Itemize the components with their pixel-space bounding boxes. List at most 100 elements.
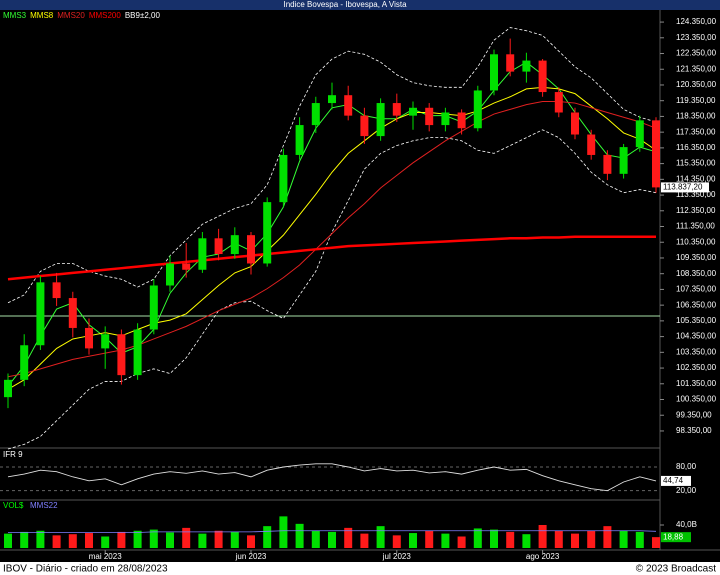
volume-bar	[52, 535, 61, 548]
candle-body	[441, 112, 450, 126]
y-tick-label: 100.350,00	[676, 395, 717, 404]
candle-body	[554, 92, 563, 113]
y-tick-label: 114.350,00	[676, 174, 716, 183]
volume-bar	[247, 535, 255, 548]
ifr-last-label: 44,74	[663, 476, 684, 485]
y-tick-label: 111.350,00	[676, 222, 715, 231]
candle-body	[85, 327, 93, 349]
volume-bar	[635, 531, 644, 548]
y-tick-label: 99.350,00	[676, 410, 712, 419]
volume-bar	[619, 530, 628, 548]
candle-body	[490, 54, 498, 91]
candle-body	[198, 238, 207, 270]
volume-bar	[425, 530, 434, 548]
candle-body	[328, 95, 336, 104]
candle-body	[409, 107, 417, 116]
candle-body	[344, 95, 353, 116]
volume-bar	[166, 532, 174, 548]
candle-body	[635, 120, 644, 148]
volume-last-box	[661, 532, 691, 543]
candle-body	[392, 103, 401, 116]
candle-body	[166, 263, 174, 286]
volume-bar	[230, 531, 239, 548]
candle-body	[652, 120, 660, 188]
volume-bar	[182, 527, 191, 548]
volume-bar	[20, 531, 29, 548]
y-tick-label: 105.350,00	[676, 316, 717, 325]
volume-bar	[214, 530, 223, 548]
y-tick-label: 116.350,00	[676, 143, 716, 152]
y-tick-label: 103.350,00	[676, 347, 717, 356]
legend-entry: MMS8	[30, 11, 54, 20]
volume-bar	[441, 533, 450, 548]
volume-bar	[457, 536, 466, 548]
candle-body	[587, 134, 596, 155]
candle-body	[133, 329, 142, 376]
candle-body	[36, 282, 45, 346]
candle-body	[4, 379, 12, 398]
y-tick-label: 80,00	[676, 462, 697, 471]
volume-bar	[295, 523, 304, 548]
ma-line	[7, 86, 657, 390]
ifr-line	[7, 463, 657, 492]
volume-bar	[652, 537, 660, 548]
y-tick-label: 98.350,00	[676, 426, 712, 435]
bollinger-lower	[7, 129, 657, 450]
volume-ma-line	[8, 530, 657, 533]
candle-body	[182, 263, 191, 270]
volume-bar	[117, 531, 126, 548]
candle-body	[149, 285, 158, 330]
panel-title: VOL$	[3, 501, 24, 510]
volume-bar	[360, 533, 369, 548]
candle-body	[230, 235, 239, 255]
last-price-label: 113.837,20	[663, 183, 703, 192]
candle-body	[425, 107, 434, 126]
candle-body	[506, 54, 515, 72]
volume-bar	[101, 536, 110, 548]
volume-bar	[603, 526, 612, 548]
y-tick-label: 123.350,00	[676, 33, 717, 42]
y-tick-label: 101.350,00	[676, 379, 717, 388]
y-tick-label: 104.350,00	[676, 332, 717, 341]
volume-last-label: 18,88	[663, 532, 684, 541]
volume-bar	[506, 531, 515, 548]
candle-body	[522, 60, 531, 72]
candle-body	[279, 154, 288, 203]
candle-body	[603, 154, 612, 174]
y-tick-label: 112.350,00	[676, 206, 716, 215]
bollinger-upper	[7, 27, 657, 304]
candle-body	[457, 112, 466, 129]
candle-body	[619, 147, 628, 174]
footer-right: © 2023 Broadcast	[636, 564, 716, 575]
candle-body	[295, 125, 304, 155]
volume-bar	[311, 530, 320, 548]
last-price-box	[661, 182, 709, 193]
legend-entry: BB9±2,00	[125, 11, 161, 20]
y-tick-label: 124.350,00	[676, 17, 717, 26]
x-tick-label: ago 2023	[526, 552, 560, 561]
volume-bar	[133, 530, 142, 548]
ifr-last-box	[661, 475, 691, 486]
volume-bar	[68, 534, 77, 548]
candle-body	[68, 298, 77, 328]
footer-left: IBOV - Diário - criado em 28/08/2023	[3, 564, 168, 575]
candle-body	[20, 345, 29, 380]
y-tick-label: 108.350,00	[676, 269, 717, 278]
candle-body	[571, 112, 579, 135]
y-tick-label: 40,0B	[676, 520, 697, 529]
legend-entry: MMS20	[57, 11, 85, 20]
y-tick-label: 117.350,00	[676, 127, 716, 136]
x-tick-label: jun 2023	[235, 552, 267, 561]
y-tick-label: 109.350,00	[676, 253, 717, 262]
candle-body	[538, 60, 547, 93]
y-tick-label: 107.350,00	[676, 285, 717, 294]
candle-body	[473, 90, 482, 129]
candle-body	[247, 235, 255, 264]
volume-bar	[36, 530, 45, 548]
candle-body	[376, 103, 385, 137]
candle-body	[311, 103, 320, 126]
footer-bar	[0, 562, 720, 575]
volume-bar	[328, 531, 336, 548]
legend-entry: MMS22	[30, 501, 58, 510]
